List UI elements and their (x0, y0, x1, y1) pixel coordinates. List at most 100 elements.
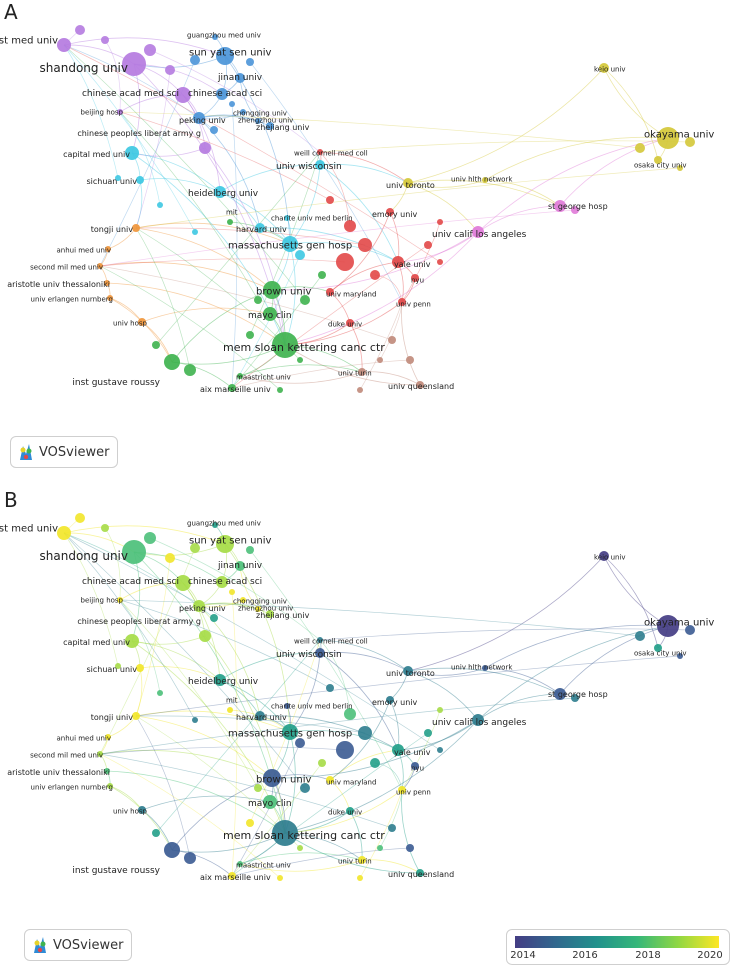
network-node[interactable] (358, 726, 372, 740)
network-node[interactable] (315, 160, 325, 170)
network-node[interactable] (677, 653, 683, 659)
network-map-a[interactable]: shandong first med univ guangzhou med uni… (0, 0, 736, 476)
network-node[interactable] (199, 630, 211, 642)
network-node[interactable] (315, 648, 325, 658)
network-node[interactable] (193, 112, 205, 124)
network-node[interactable] (406, 844, 414, 852)
network-node[interactable] (326, 196, 334, 204)
network-node[interactable] (388, 336, 396, 344)
network-node[interactable] (104, 768, 110, 774)
network-node[interactable] (138, 318, 146, 326)
network-node[interactable] (122, 540, 146, 564)
network-node[interactable] (654, 156, 662, 164)
network-node[interactable] (105, 734, 111, 740)
network-node[interactable] (57, 38, 71, 52)
network-node[interactable] (357, 387, 363, 393)
network-node[interactable] (282, 724, 298, 740)
network-node[interactable] (216, 88, 228, 100)
network-node[interactable] (144, 44, 156, 56)
network-node[interactable] (216, 47, 234, 65)
network-node[interactable] (117, 109, 123, 115)
network-node[interactable] (482, 665, 488, 671)
network-node[interactable] (210, 614, 218, 622)
network-node[interactable] (437, 747, 443, 753)
network-node[interactable] (240, 597, 246, 603)
network-node[interactable] (117, 597, 123, 603)
network-node[interactable] (336, 741, 354, 759)
network-node[interactable] (132, 712, 140, 720)
network-node[interactable] (107, 295, 113, 301)
network-node[interactable] (357, 875, 363, 881)
network-node[interactable] (403, 666, 413, 676)
network-node[interactable] (227, 219, 233, 225)
network-node[interactable] (297, 357, 303, 363)
network-node[interactable] (657, 615, 679, 637)
network-node[interactable] (214, 186, 226, 198)
network-node[interactable] (297, 845, 303, 851)
network-node[interactable] (358, 368, 366, 376)
network-node[interactable] (132, 224, 140, 232)
network-node[interactable] (254, 296, 262, 304)
network-node[interactable] (377, 845, 383, 851)
network-node[interactable] (263, 307, 277, 321)
network-node[interactable] (317, 637, 323, 643)
network-node[interactable] (237, 373, 243, 379)
network-node[interactable] (115, 663, 121, 669)
network-node[interactable] (107, 783, 113, 789)
network-node[interactable] (344, 220, 356, 232)
network-node[interactable] (472, 714, 484, 726)
network-node[interactable] (406, 356, 414, 364)
network-node[interactable] (424, 729, 432, 737)
network-node[interactable] (216, 576, 228, 588)
network-node[interactable] (277, 387, 283, 393)
network-node[interactable] (75, 513, 85, 523)
network-node[interactable] (599, 63, 609, 73)
network-node[interactable] (317, 149, 323, 155)
network-node[interactable] (216, 535, 234, 553)
network-node[interactable] (685, 625, 695, 635)
network-node[interactable] (424, 241, 432, 249)
network-node[interactable] (138, 806, 146, 814)
network-node[interactable] (125, 146, 139, 160)
network-node[interactable] (254, 784, 262, 792)
network-node[interactable] (235, 561, 245, 571)
network-node[interactable] (272, 332, 298, 358)
network-node[interactable] (416, 869, 424, 877)
network-node[interactable] (358, 856, 366, 864)
network-node[interactable] (326, 776, 334, 784)
network-node[interactable] (403, 178, 413, 188)
network-node[interactable] (386, 208, 394, 216)
network-node[interactable] (266, 122, 274, 130)
network-node[interactable] (277, 875, 283, 881)
network-node[interactable] (97, 751, 103, 757)
network-node[interactable] (377, 357, 383, 363)
network-node[interactable] (136, 664, 144, 672)
network-node[interactable] (472, 226, 484, 238)
network-node[interactable] (190, 55, 200, 65)
network-node[interactable] (175, 575, 191, 591)
network-node[interactable] (370, 270, 380, 280)
network-node[interactable] (144, 532, 156, 544)
network-node[interactable] (599, 551, 609, 561)
network-node[interactable] (101, 36, 109, 44)
network-node[interactable] (104, 280, 110, 286)
network-node[interactable] (677, 165, 683, 171)
network-node[interactable] (411, 274, 419, 282)
network-node[interactable] (326, 288, 334, 296)
network-node[interactable] (284, 215, 290, 221)
network-node[interactable] (437, 219, 443, 225)
network-node[interactable] (165, 553, 175, 563)
network-node[interactable] (152, 829, 160, 837)
network-node[interactable] (571, 206, 579, 214)
network-node[interactable] (437, 707, 443, 713)
network-node[interactable] (685, 137, 695, 147)
network-node[interactable] (300, 295, 310, 305)
network-node[interactable] (358, 238, 372, 252)
network-node[interactable] (235, 73, 245, 83)
network-node[interactable] (122, 52, 146, 76)
network-node[interactable] (392, 744, 404, 756)
network-node[interactable] (284, 703, 290, 709)
network-node[interactable] (57, 526, 71, 540)
network-node[interactable] (246, 331, 254, 339)
network-node[interactable] (300, 783, 310, 793)
